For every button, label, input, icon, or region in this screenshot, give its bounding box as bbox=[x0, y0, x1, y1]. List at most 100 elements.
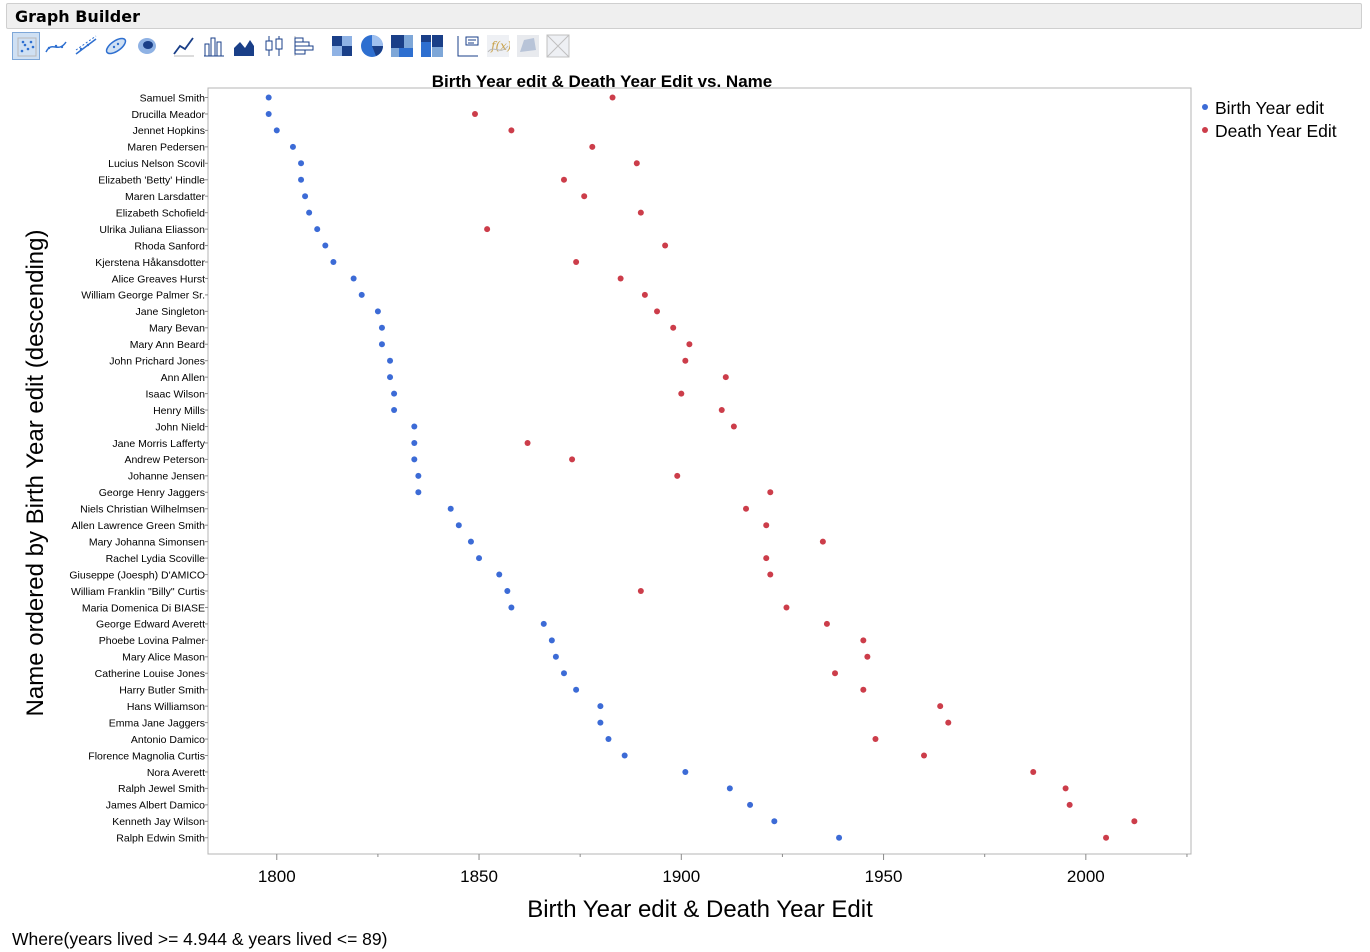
death-year-point bbox=[524, 439, 531, 446]
death-year-point bbox=[763, 522, 770, 529]
y-tick-label: Samuel Smith bbox=[140, 92, 206, 104]
y-tick-label: Alice Greaves Hurst bbox=[112, 273, 205, 285]
death-year-point bbox=[637, 209, 644, 216]
death-year-point bbox=[569, 456, 576, 463]
death-year-point bbox=[763, 555, 770, 562]
y-tick-label: Florence Magnolia Curtis bbox=[88, 750, 205, 762]
y-tick-label: Catherine Louise Jones bbox=[95, 668, 205, 680]
birth-year-point bbox=[265, 94, 272, 101]
death-year-point bbox=[670, 324, 677, 331]
area-icon[interactable] bbox=[230, 32, 258, 60]
line-icon[interactable] bbox=[170, 32, 198, 60]
birth-year-point bbox=[387, 357, 394, 364]
death-year-point bbox=[617, 275, 624, 282]
y-tick-label: Phoebe Lovina Palmer bbox=[99, 635, 206, 647]
y-tick-label: Ann Allen bbox=[161, 372, 206, 384]
death-year-point bbox=[767, 571, 774, 578]
death-year-point bbox=[819, 538, 826, 545]
map-shapes-icon[interactable] bbox=[514, 32, 542, 60]
grid-icon[interactable] bbox=[544, 32, 572, 60]
birth-year-point bbox=[621, 752, 628, 759]
x-tick-label: 1900 bbox=[662, 867, 700, 886]
smoother-icon[interactable] bbox=[42, 32, 70, 60]
points-icon[interactable] bbox=[12, 32, 40, 60]
legend-death-year-label: Death Year Edit bbox=[1215, 121, 1337, 141]
y-tick-label: James Albert Damico bbox=[106, 800, 205, 812]
death-year-point bbox=[654, 308, 661, 315]
birth-year-point bbox=[314, 226, 321, 233]
birth-year-point bbox=[322, 242, 329, 249]
birth-year-point bbox=[447, 505, 454, 512]
heatmap-icon[interactable] bbox=[328, 32, 356, 60]
death-year-point bbox=[637, 588, 644, 594]
bar-icon[interactable] bbox=[200, 32, 228, 60]
x-tick-label: 2000 bbox=[1067, 867, 1105, 886]
y-tick-label: Nora Averett bbox=[147, 767, 205, 779]
birth-year-point bbox=[391, 407, 398, 414]
death-year-point bbox=[662, 242, 669, 249]
y-tick-label: Harry Butler Smith bbox=[119, 685, 205, 697]
birth-year-point bbox=[302, 193, 309, 200]
x-tick-label: 1950 bbox=[865, 867, 903, 886]
ellipse-icon[interactable] bbox=[102, 32, 130, 60]
birth-year-point bbox=[306, 209, 313, 216]
death-year-point bbox=[484, 226, 491, 233]
y-tick-label: Ralph Jewel Smith bbox=[118, 783, 205, 795]
birth-year-point bbox=[508, 604, 515, 611]
birth-year-point bbox=[747, 801, 754, 808]
plot-frame bbox=[207, 87, 1192, 855]
formula-icon[interactable]: f(x) bbox=[484, 32, 512, 60]
birth-year-point bbox=[358, 291, 365, 298]
mosaic-icon[interactable] bbox=[418, 32, 446, 60]
death-year-point bbox=[471, 110, 478, 117]
death-year-point bbox=[686, 341, 693, 348]
death-year-point bbox=[767, 489, 774, 496]
birth-year-point bbox=[411, 439, 418, 446]
contour-icon[interactable] bbox=[132, 32, 160, 60]
y-tick-label: George Edward Averett bbox=[96, 619, 205, 631]
y-tick-label: Jane Morris Lafferty bbox=[112, 438, 205, 450]
birth-year-point bbox=[597, 719, 604, 726]
y-tick-label: Mary Ann Beard bbox=[130, 339, 205, 351]
y-tick-label: Rachel Lydia Scoville bbox=[106, 553, 206, 565]
death-year-point bbox=[609, 94, 616, 101]
birth-year-point bbox=[496, 571, 503, 578]
birth-year-point bbox=[476, 555, 483, 562]
birth-year-point bbox=[560, 670, 567, 677]
death-year-point bbox=[581, 193, 588, 200]
y-tick-label: Hans Williamson bbox=[127, 701, 205, 713]
birth-year-point bbox=[836, 834, 843, 841]
birth-year-point bbox=[411, 456, 418, 463]
birth-year-point bbox=[540, 620, 547, 627]
death-year-point bbox=[1030, 768, 1037, 775]
birth-year-point bbox=[467, 538, 474, 545]
box-plot-icon[interactable] bbox=[260, 32, 288, 60]
y-tick-label: Giuseppe (Joesph) D'AMICO bbox=[69, 569, 205, 581]
death-year-point bbox=[633, 160, 640, 167]
treemap-icon[interactable] bbox=[388, 32, 416, 60]
y-tick-label: Henry Mills bbox=[153, 405, 205, 417]
death-year-point bbox=[823, 620, 830, 627]
histogram-icon[interactable] bbox=[290, 32, 318, 60]
y-tick-label: Jane Singleton bbox=[136, 306, 206, 318]
y-tick-label: Lucius Nelson Scovil bbox=[108, 158, 205, 170]
pie-icon[interactable] bbox=[358, 32, 386, 60]
death-year-point bbox=[1131, 818, 1138, 825]
birth-year-point bbox=[298, 176, 305, 183]
birth-year-point bbox=[374, 308, 381, 315]
birth-year-point bbox=[350, 275, 357, 282]
caption-box-icon[interactable] bbox=[454, 32, 482, 60]
birth-year-point bbox=[771, 818, 778, 825]
line-of-fit-icon[interactable] bbox=[72, 32, 100, 60]
birth-year-point bbox=[298, 160, 305, 167]
title-bar: Graph Builder bbox=[6, 3, 1362, 29]
birth-year-point bbox=[378, 341, 385, 348]
death-year-point bbox=[1062, 785, 1069, 792]
death-year-point bbox=[730, 423, 737, 430]
x-tick-label: 1850 bbox=[460, 867, 498, 886]
death-year-point bbox=[945, 719, 952, 726]
y-tick-label: William Franklin "Billy" Curtis bbox=[71, 586, 205, 598]
y-tick-label: Mary Alice Mason bbox=[122, 652, 205, 664]
y-tick-label: Drucilla Meador bbox=[131, 109, 205, 121]
